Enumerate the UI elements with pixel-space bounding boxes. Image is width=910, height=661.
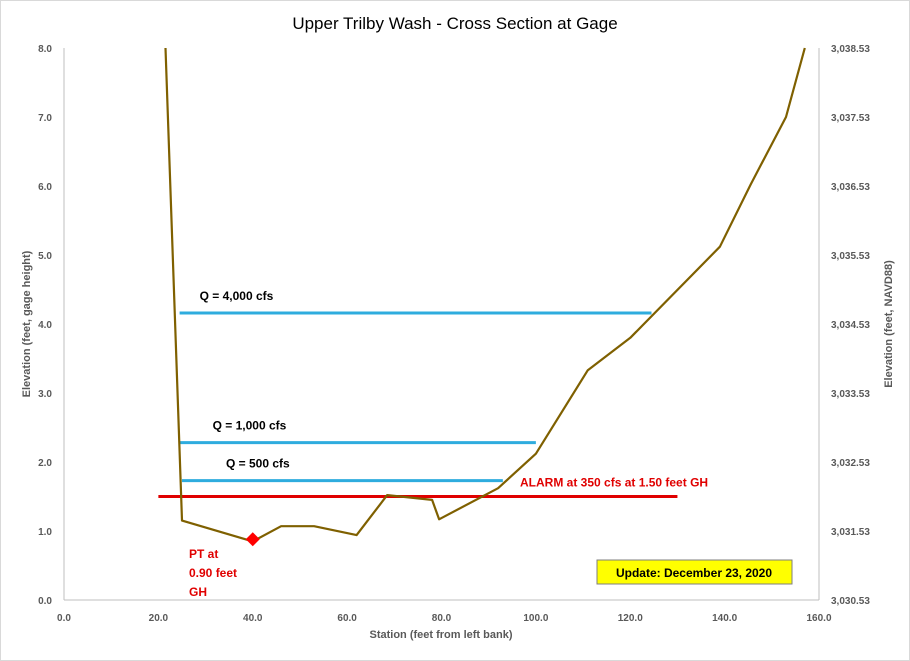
update-box-background xyxy=(596,559,793,585)
cross-section-line xyxy=(164,47,806,543)
pt-label: GH xyxy=(189,585,207,599)
flow-level-label: Q = 4,000 cfs xyxy=(200,289,274,303)
y2-tick-label: 3,032.53 xyxy=(831,458,870,469)
x-tick-label: 20.0 xyxy=(149,613,169,624)
update-box: Update: December 23, 2020 xyxy=(596,559,793,585)
y-tick-label: 7.0 xyxy=(38,113,52,124)
y2-axis-label: Elevation (feet, NAVD88) xyxy=(883,260,895,388)
y2-tick-label: 3,031.53 xyxy=(831,527,870,538)
x-tick-labels: 0.0 20.0 40.0 60.0 80.0 100.0 120.0 140.0 160.0 xyxy=(57,613,832,624)
x-tick-label: 60.0 xyxy=(337,613,357,624)
pt-marker-group: PT at 0.90 feet GH xyxy=(189,532,260,599)
y-tick-label: 1.0 xyxy=(38,527,52,538)
y2-tick-label: 3,034.53 xyxy=(831,320,870,331)
update-label: Update: December 23, 2020 xyxy=(616,566,772,580)
flow-level-label: Q = 1,000 cfs xyxy=(213,419,287,433)
y2-tick-label: 3,038.53 xyxy=(831,44,870,55)
y-tick-label: 0.0 xyxy=(38,596,52,607)
y-tick-label: 6.0 xyxy=(38,182,52,193)
y-tick-labels: 0.0 1.0 2.0 3.0 4.0 5.0 6.0 7.0 8.0 xyxy=(38,44,52,607)
y2-tick-label: 3,035.53 xyxy=(831,251,870,262)
x-tick-label: 0.0 xyxy=(57,613,71,624)
alarm-label: ALARM at 350 cfs at 1.50 feet GH xyxy=(520,476,708,490)
y2-tick-label: 3,033.53 xyxy=(831,389,870,400)
y2-tick-labels: 3,030.53 3,031.53 3,032.53 3,033.53 3,034.53… xyxy=(831,44,870,607)
y-tick-label: 2.0 xyxy=(38,458,52,469)
y2-tick-label: 3,030.53 xyxy=(831,596,870,607)
y2-tick-label: 3,036.53 xyxy=(831,182,870,193)
x-tick-label: 80.0 xyxy=(432,613,452,624)
alarm-level: ALARM at 350 cfs at 1.50 feet GH xyxy=(158,476,708,498)
pt-label: PT at xyxy=(189,547,218,561)
pt-label: 0.90 feet xyxy=(189,566,237,580)
chart-title: Upper Trilby Wash - Cross Section at Gag… xyxy=(292,14,617,33)
cross-section-series xyxy=(164,47,806,543)
y-axis-label: Elevation (feet, gage height) xyxy=(21,250,33,397)
x-tick-label: 140.0 xyxy=(712,613,737,624)
x-tick-label: 160.0 xyxy=(806,613,831,624)
flow-levels: Q = 4,000 cfs Q = 1,000 cfs Q = 500 cfs xyxy=(179,289,652,483)
y-tick-label: 4.0 xyxy=(38,320,52,331)
x-axis-label: Station (feet from left bank) xyxy=(369,629,512,641)
y2-tick-label: 3,037.53 xyxy=(831,113,870,124)
y-tick-label: 5.0 xyxy=(38,251,52,262)
y-tick-label: 8.0 xyxy=(38,44,52,55)
x-tick-label: 40.0 xyxy=(243,613,263,624)
x-tick-label: 100.0 xyxy=(523,613,548,624)
x-tick-label: 120.0 xyxy=(618,613,643,624)
flow-level-label: Q = 500 cfs xyxy=(226,457,290,471)
plot-area xyxy=(63,48,820,601)
pt-marker xyxy=(245,532,260,547)
y-tick-label: 3.0 xyxy=(38,389,52,400)
